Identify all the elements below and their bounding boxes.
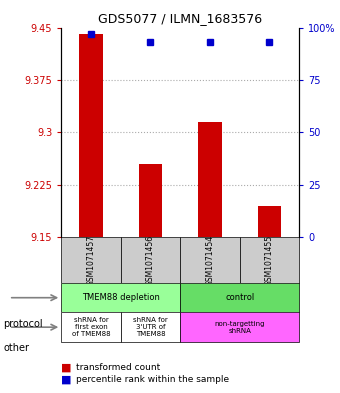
FancyBboxPatch shape [121, 237, 180, 283]
Text: GSM1071456: GSM1071456 [146, 235, 155, 286]
Text: non-targetting
shRNA: non-targetting shRNA [215, 321, 265, 334]
Text: ■: ■ [61, 362, 72, 373]
FancyBboxPatch shape [180, 283, 299, 312]
Text: control: control [225, 293, 254, 302]
FancyBboxPatch shape [121, 312, 180, 342]
FancyBboxPatch shape [61, 237, 121, 283]
Text: percentile rank within the sample: percentile rank within the sample [76, 375, 230, 384]
Text: GSM1071457: GSM1071457 [86, 235, 96, 286]
Text: TMEM88 depletion: TMEM88 depletion [82, 293, 160, 302]
Text: shRNA for
3'UTR of
TMEM88: shRNA for 3'UTR of TMEM88 [133, 317, 168, 337]
Title: GDS5077 / ILMN_1683576: GDS5077 / ILMN_1683576 [98, 12, 262, 25]
Text: shRNA for
first exon
of TMEM88: shRNA for first exon of TMEM88 [72, 317, 110, 337]
Text: ■: ■ [61, 374, 72, 384]
Text: protocol: protocol [3, 319, 43, 329]
Bar [198, 122, 222, 237]
FancyBboxPatch shape [180, 312, 299, 342]
FancyBboxPatch shape [61, 283, 180, 312]
Bar [79, 35, 103, 237]
FancyBboxPatch shape [180, 237, 240, 283]
FancyBboxPatch shape [240, 237, 299, 283]
Text: GSM1071454: GSM1071454 [205, 235, 215, 286]
FancyBboxPatch shape [61, 312, 121, 342]
Bar [138, 164, 163, 237]
Text: GSM1071455: GSM1071455 [265, 235, 274, 286]
Text: transformed count: transformed count [76, 363, 161, 372]
Bar [257, 206, 281, 237]
Text: other: other [3, 343, 29, 353]
